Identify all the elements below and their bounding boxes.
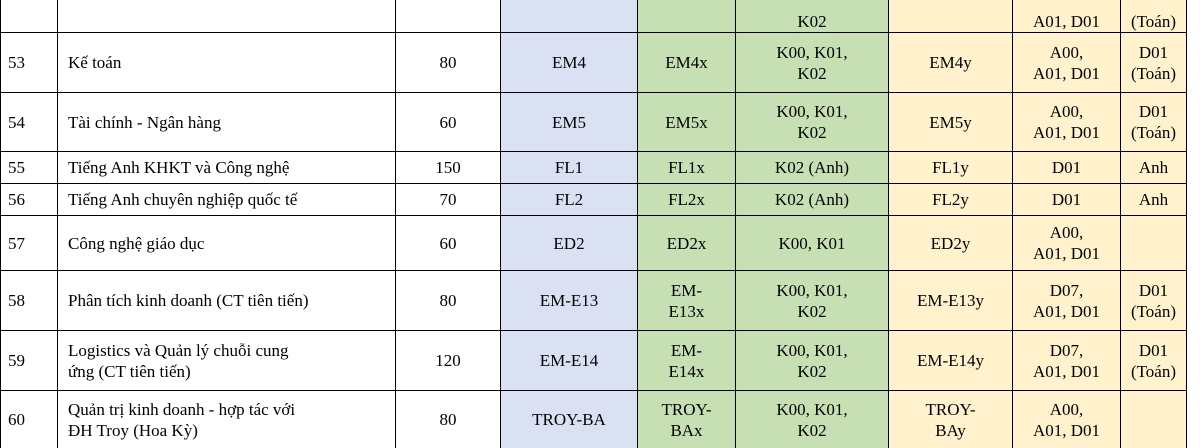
major-code [500, 0, 638, 33]
quota: 70 [395, 183, 501, 216]
combos-y: A00, A01, D01 [1012, 215, 1121, 271]
code-x [637, 0, 736, 33]
row-number [0, 0, 58, 33]
row-number: 59 [0, 330, 58, 391]
combos-x: K00, K01 [735, 215, 889, 271]
major-code: FL2 [500, 183, 638, 216]
combos-x: K00, K01, K02 [735, 330, 889, 391]
major-name: Phân tích kinh doanh (CT tiên tiến) [57, 270, 396, 331]
major-code: EM-E14 [500, 330, 638, 391]
code-x: EM4x [637, 32, 736, 93]
table-row: 59 Logistics và Quản lý chuỗi cung ứng (C… [0, 330, 1187, 391]
code-y: FL1y [888, 151, 1013, 184]
code-x: FL1x [637, 151, 736, 184]
major-name: Tiếng Anh KHKT và Công nghệ [57, 151, 396, 184]
row-number: 53 [0, 32, 58, 93]
combos-y: A00, A01, D01 [1012, 32, 1121, 93]
table-row: 56 Tiếng Anh chuyên nghiệp quốc tế 70 FL2 FL… [0, 183, 1187, 216]
combos-x: K00, K01, K02 [735, 390, 889, 448]
table-row: 57 Công nghệ giáo dục 60 ED2 ED2x K00, K01 ED2… [0, 215, 1187, 271]
combos-x: K02 (Anh) [735, 183, 889, 216]
code-y: EM4y [888, 32, 1013, 93]
extra: D01 (Toán) [1120, 32, 1187, 93]
table-row: 58 Phân tích kinh doanh (CT tiên tiến) 80 E… [0, 270, 1187, 331]
major-name: Tiếng Anh chuyên nghiệp quốc tế [57, 183, 396, 216]
quota: 60 [395, 92, 501, 152]
table-row: 53 Kế toán 80 EM4 EM4x K00, K01, K02 EM4y A00, … [0, 32, 1187, 93]
code-x: EM5x [637, 92, 736, 152]
major-code: FL1 [500, 151, 638, 184]
major-name: Công nghệ giáo dục [57, 215, 396, 271]
major-code: ED2 [500, 215, 638, 271]
extra [1120, 215, 1187, 271]
row-number: 60 [0, 390, 58, 448]
major-name: Tài chính - Ngân hàng [57, 92, 396, 152]
extra: Anh [1120, 151, 1187, 184]
code-y: EM-E14y [888, 330, 1013, 391]
major-name: Logistics và Quản lý chuỗi cung ứng (CT … [57, 330, 396, 391]
extra: D01 (Toán) [1120, 92, 1187, 152]
quota: 120 [395, 330, 501, 391]
row-number: 58 [0, 270, 58, 331]
combos-x: K00, K01, K02 [735, 32, 889, 93]
quota: 60 [395, 215, 501, 271]
combos-y: A01, D01 [1012, 0, 1121, 33]
extra: Anh [1120, 183, 1187, 216]
row-number: 54 [0, 92, 58, 152]
code-y: EM-E13y [888, 270, 1013, 331]
extra: D01 (Toán) [1120, 330, 1187, 391]
major-name: Quản trị kinh doanh - hợp tác với ĐH Tro… [57, 390, 396, 448]
combos-y: D01 [1012, 151, 1121, 184]
code-x: EM- E14x [637, 330, 736, 391]
quota: 80 [395, 32, 501, 93]
table-row: 55 Tiếng Anh KHKT và Công nghệ 150 FL1 FL1x K… [0, 151, 1187, 184]
major-code: EM-E13 [500, 270, 638, 331]
quota [395, 0, 501, 33]
row-number: 56 [0, 183, 58, 216]
code-x: ED2x [637, 215, 736, 271]
combos-y: D01 [1012, 183, 1121, 216]
major-name [57, 0, 396, 33]
combos-x: K00, K01, K02 [735, 92, 889, 152]
combos-x: K02 (Anh) [735, 151, 889, 184]
table-row: 60 Quản trị kinh doanh - hợp tác với ĐH T… [0, 390, 1187, 448]
code-y: FL2y [888, 183, 1013, 216]
combos-y: A00, A01, D01 [1012, 390, 1121, 448]
combos-x: K02 [735, 0, 889, 33]
combos-x: K00, K01, K02 [735, 270, 889, 331]
major-code: EM5 [500, 92, 638, 152]
combos-y: D07, A01, D01 [1012, 270, 1121, 331]
major-code: EM4 [500, 32, 638, 93]
quota: 150 [395, 151, 501, 184]
code-y: EM5y [888, 92, 1013, 152]
code-x: TROY- BAx [637, 390, 736, 448]
extra: D01 (Toán) [1120, 270, 1187, 331]
row-number: 57 [0, 215, 58, 271]
extra [1120, 390, 1187, 448]
combos-y: A00, A01, D01 [1012, 92, 1121, 152]
code-y: TROY- BAy [888, 390, 1013, 448]
combos-y: D07, A01, D01 [1012, 330, 1121, 391]
quota: 80 [395, 390, 501, 448]
code-x: FL2x [637, 183, 736, 216]
major-name: Kế toán [57, 32, 396, 93]
major-code: TROY-BA [500, 390, 638, 448]
code-y: ED2y [888, 215, 1013, 271]
table-row: K02 A01, D01 (Toán) [0, 0, 1187, 33]
row-number: 55 [0, 151, 58, 184]
code-x: EM- E13x [637, 270, 736, 331]
extra: (Toán) [1120, 0, 1187, 33]
quota: 80 [395, 270, 501, 331]
table-row: 54 Tài chính - Ngân hàng 60 EM5 EM5x K00, K01… [0, 92, 1187, 152]
code-y [888, 0, 1013, 33]
